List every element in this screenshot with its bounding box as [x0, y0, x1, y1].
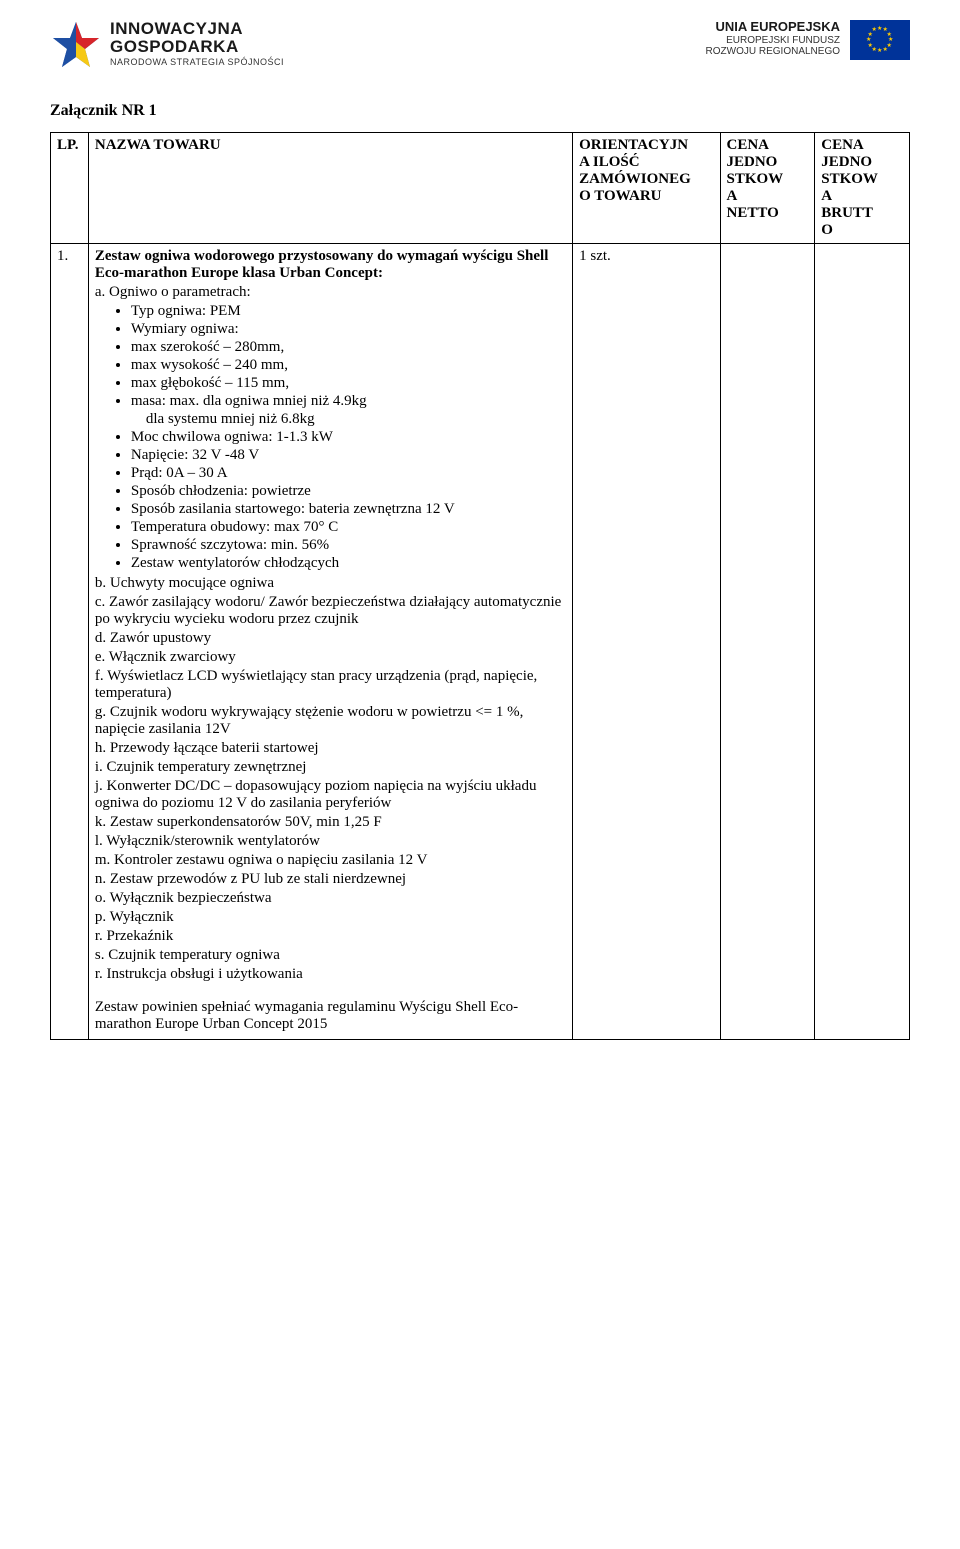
- cell-lp-text: 1.: [57, 248, 68, 264]
- lettered-line: o. Wyłącznik bezpieczeństwa: [95, 890, 566, 907]
- row-footer: Zestaw powinien spełniać wymagania regul…: [95, 999, 566, 1033]
- row-title: Zestaw ogniwa wodorowego przystosowany d…: [95, 248, 566, 282]
- attachment-title: Załącznik NR 1: [50, 102, 910, 120]
- eu-star-icon: ★: [883, 47, 888, 53]
- cell-name: Zestaw ogniwa wodorowego przystosowany d…: [88, 244, 572, 1040]
- th-qty-text: ORIENTACYJNA ILOŚĆZAMÓWIONEGO TOWARU: [579, 137, 691, 204]
- bullet-item: Wymiary ogniwa:: [131, 321, 566, 339]
- ig-star-icon: [50, 20, 102, 72]
- cell-lp: 1.: [51, 244, 89, 1040]
- main-table: LP. NAZWA TOWARU ORIENTACYJNA ILOŚĆZAMÓW…: [50, 132, 910, 1040]
- bullet-item: Temperatura obudowy: max 70° C: [131, 519, 566, 537]
- eu-star-icon: ★: [866, 37, 871, 43]
- ig-line1: INNOWACYJNA: [110, 20, 284, 38]
- bullet-item: max głębokość – 115 mm,: [131, 375, 566, 393]
- bullet-item: Sposób zasilania startowego: bateria zew…: [131, 501, 566, 519]
- section-a-label: a. Ogniwo o parametrach:: [95, 284, 566, 301]
- section-a-bullets: Typ ogniwa: PEMWymiary ogniwa:max szerok…: [131, 303, 566, 573]
- lettered-line: g. Czujnik wodoru wykrywający stężenie w…: [95, 704, 566, 738]
- lettered-line: b. Uchwyty mocujące ogniwa: [95, 575, 566, 592]
- ig-text: INNOWACYJNA GOSPODARKA NARODOWA STRATEGI…: [110, 20, 284, 67]
- eu-star-icon: ★: [867, 43, 872, 49]
- cell-gross: [815, 244, 910, 1040]
- table-header-row: LP. NAZWA TOWARU ORIENTACYJNA ILOŚĆZAMÓW…: [51, 133, 910, 244]
- lettered-line: r. Instrukcja obsługi i użytkowania: [95, 966, 566, 983]
- bullet-item: masa: max. dla ogniwa mniej niż 4.9kg: [131, 393, 566, 411]
- th-gross-text: CENAJEDNOSTKOWABRUTTO: [821, 137, 878, 238]
- lettered-line: r. Przekaźnik: [95, 928, 566, 945]
- th-name-text: NAZWA TOWARU: [95, 137, 221, 153]
- lettered-line: f. Wyświetlacz LCD wyświetlający stan pr…: [95, 668, 566, 702]
- eu-line2: EUROPEJSKI FUNDUSZ: [706, 35, 840, 47]
- eu-line3: ROZWOJU REGIONALNEGO: [706, 46, 840, 58]
- lettered-line: k. Zestaw superkondensatorów 50V, min 1,…: [95, 814, 566, 831]
- eu-star-icon: ★: [872, 27, 877, 33]
- bullet-continuation: dla systemu mniej niż 6.8kg: [131, 411, 566, 429]
- bullet-item: Moc chwilowa ogniwa: 1-1.3 kW: [131, 429, 566, 447]
- eu-line1: UNIA EUROPEJSKA: [706, 20, 840, 35]
- cell-net: [720, 244, 815, 1040]
- bullet-item: max szerokość – 280mm,: [131, 339, 566, 357]
- bullet-item: Typ ogniwa: PEM: [131, 303, 566, 321]
- eu-flag-icon: ★★★★★★★★★★★★: [850, 20, 910, 60]
- th-lp: LP.: [51, 133, 89, 244]
- bullet-item: Zestaw wentylatorów chłodzących: [131, 555, 566, 573]
- bullet-item: Sposób chłodzenia: powietrze: [131, 483, 566, 501]
- lettered-line: n. Zestaw przewodów z PU lub ze stali ni…: [95, 871, 566, 888]
- bullet-item: Prąd: 0A – 30 A: [131, 465, 566, 483]
- lettered-line: s. Czujnik temperatury ogniwa: [95, 947, 566, 964]
- lettered-line: e. Włącznik zwarciowy: [95, 649, 566, 666]
- eu-star-icon: ★: [877, 48, 882, 54]
- bullet-item: Sprawność szczytowa: min. 56%: [131, 537, 566, 555]
- th-lp-text: LP.: [57, 137, 79, 153]
- lettered-line: c. Zawór zasilający wodoru/ Zawór bezpie…: [95, 594, 566, 628]
- th-gross: CENAJEDNOSTKOWABRUTTO: [815, 133, 910, 244]
- lettered-line: d. Zawór upustowy: [95, 630, 566, 647]
- lettered-line: l. Wyłącznik/sterownik wentylatorów: [95, 833, 566, 850]
- logo-unia-europejska: UNIA EUROPEJSKA EUROPEJSKI FUNDUSZ ROZWO…: [706, 20, 910, 60]
- logo-innowacyjna-gospodarka: INNOWACYJNA GOSPODARKA NARODOWA STRATEGI…: [50, 20, 284, 72]
- bullet-item: Napięcie: 32 V -48 V: [131, 447, 566, 465]
- bullet-item: max wysokość – 240 mm,: [131, 357, 566, 375]
- ig-line2: GOSPODARKA: [110, 38, 284, 56]
- lettered-line: j. Konwerter DC/DC – dopasowujący poziom…: [95, 778, 566, 812]
- eu-text: UNIA EUROPEJSKA EUROPEJSKI FUNDUSZ ROZWO…: [706, 20, 840, 58]
- header-logos: INNOWACYJNA GOSPODARKA NARODOWA STRATEGI…: [50, 20, 910, 72]
- cell-qty: 1 szt.: [573, 244, 720, 1040]
- th-qty: ORIENTACYJNA ILOŚĆZAMÓWIONEGO TOWARU: [573, 133, 720, 244]
- ig-line3: NARODOWA STRATEGIA SPÓJNOŚCI: [110, 58, 284, 67]
- table-row: 1. Zestaw ogniwa wodorowego przystosowan…: [51, 244, 910, 1040]
- th-net-text: CENAJEDNOSTKOWANETTO: [727, 137, 784, 221]
- sections-b-to-r: b. Uchwyty mocujące ogniwa c. Zawór zasil…: [95, 575, 566, 983]
- th-name: NAZWA TOWARU: [88, 133, 572, 244]
- lettered-line: p. Wyłącznik: [95, 909, 566, 926]
- th-net: CENAJEDNOSTKOWANETTO: [720, 133, 815, 244]
- lettered-line: h. Przewody łączące baterii startowej: [95, 740, 566, 757]
- lettered-line: m. Kontroler zestawu ogniwa o napięciu z…: [95, 852, 566, 869]
- cell-qty-text: 1 szt.: [579, 248, 611, 264]
- lettered-line: i. Czujnik temperatury zewnętrznej: [95, 759, 566, 776]
